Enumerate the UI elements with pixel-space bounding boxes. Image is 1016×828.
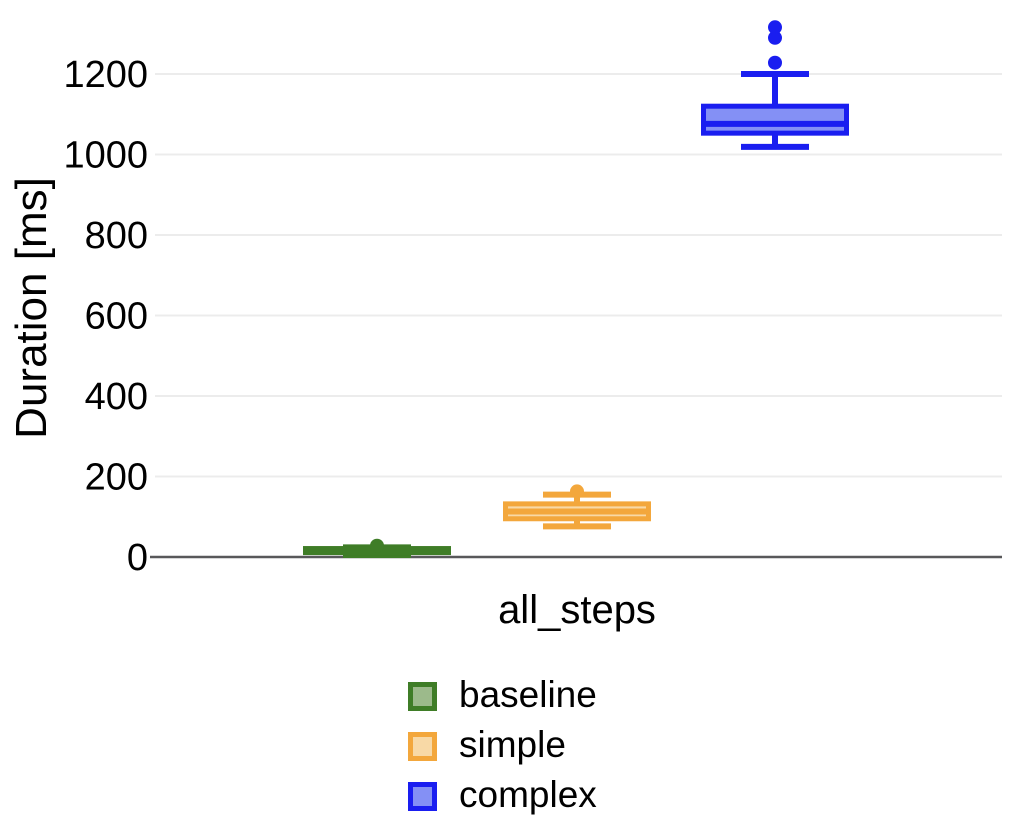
legend-label-simple: simple: [459, 724, 566, 765]
outlier-complex: [768, 30, 782, 45]
legend-label-complex: complex: [459, 774, 597, 815]
legend-swatch-complex: [408, 782, 437, 811]
x-axis-label: all_steps: [498, 588, 656, 632]
legend-swatch-simple: [408, 732, 437, 761]
legend-item-simple: simple: [408, 724, 597, 765]
legend-item-baseline: baseline: [408, 674, 597, 715]
y-axis-title: Duration [ms]: [7, 177, 56, 439]
box-complex: [701, 103, 849, 136]
y-tick-label: 800: [85, 215, 148, 257]
outlier-complex: [768, 20, 782, 35]
legend: baseline simple complex: [408, 674, 597, 815]
y-tick-label: 600: [85, 296, 148, 338]
y-tick-label: 200: [85, 457, 148, 499]
outlier-simple: [570, 484, 584, 499]
y-tick-label: 0: [127, 537, 148, 579]
legend-swatch-baseline: [408, 682, 437, 711]
legend-item-complex: complex: [408, 774, 597, 815]
y-tick-label: 400: [85, 376, 148, 418]
y-tick-label: 1200: [63, 54, 148, 96]
y-tick-label: 1000: [63, 135, 148, 177]
plot-area: 0 200 400 600 800 1000 1200: [63, 20, 1002, 579]
legend-label-baseline: baseline: [459, 674, 597, 715]
outlier-complex: [768, 55, 782, 70]
outlier-baseline: [370, 538, 384, 553]
